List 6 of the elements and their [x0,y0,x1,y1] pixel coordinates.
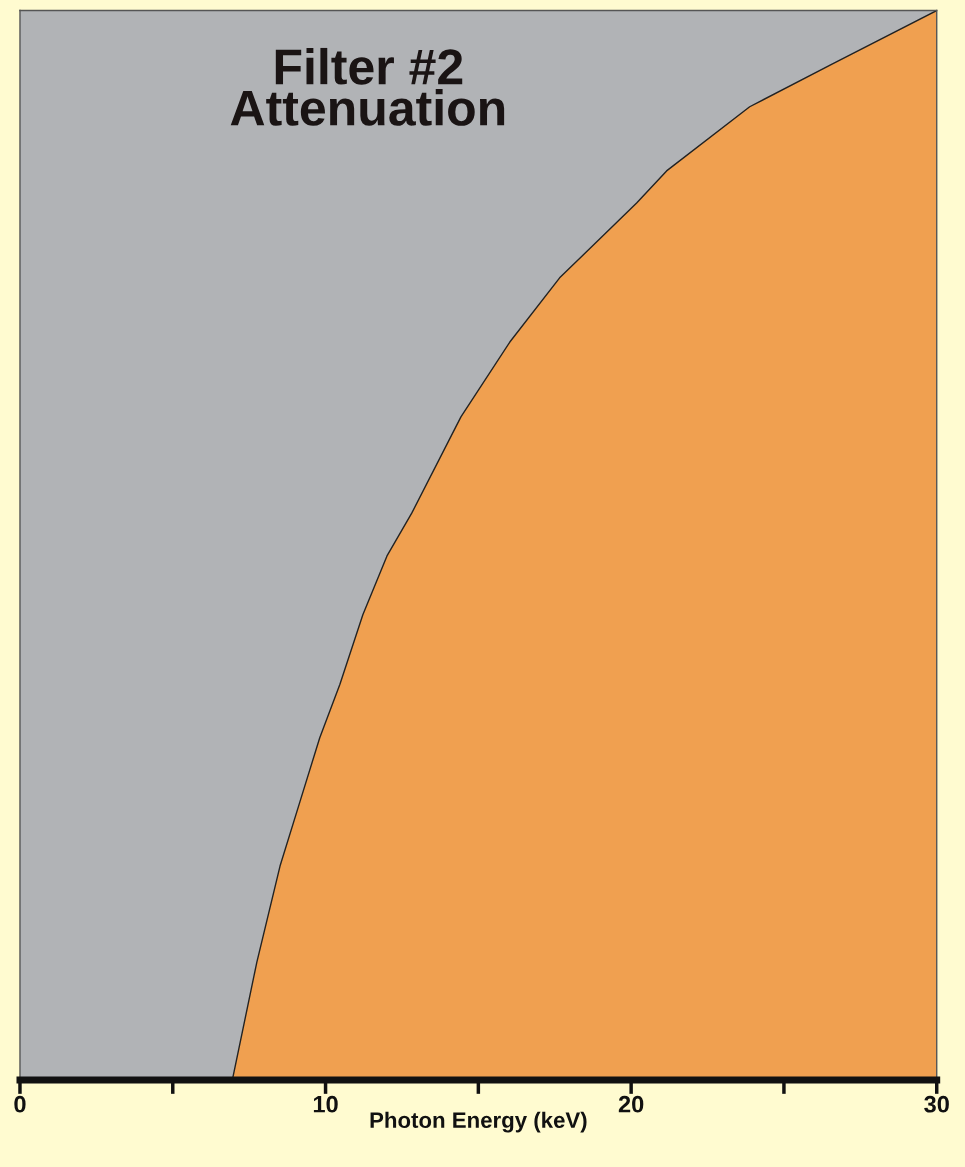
x-tick-label: 0 [14,1095,26,1113]
x-tick-label: 30 [924,1095,949,1113]
x-axis-title: Photon Energy (keV) [370,1111,587,1133]
text: Filter #2 Attenuation [230,47,505,126]
x-tick-label: 20 [618,1095,644,1113]
x-tick-label: 10 [313,1095,338,1113]
